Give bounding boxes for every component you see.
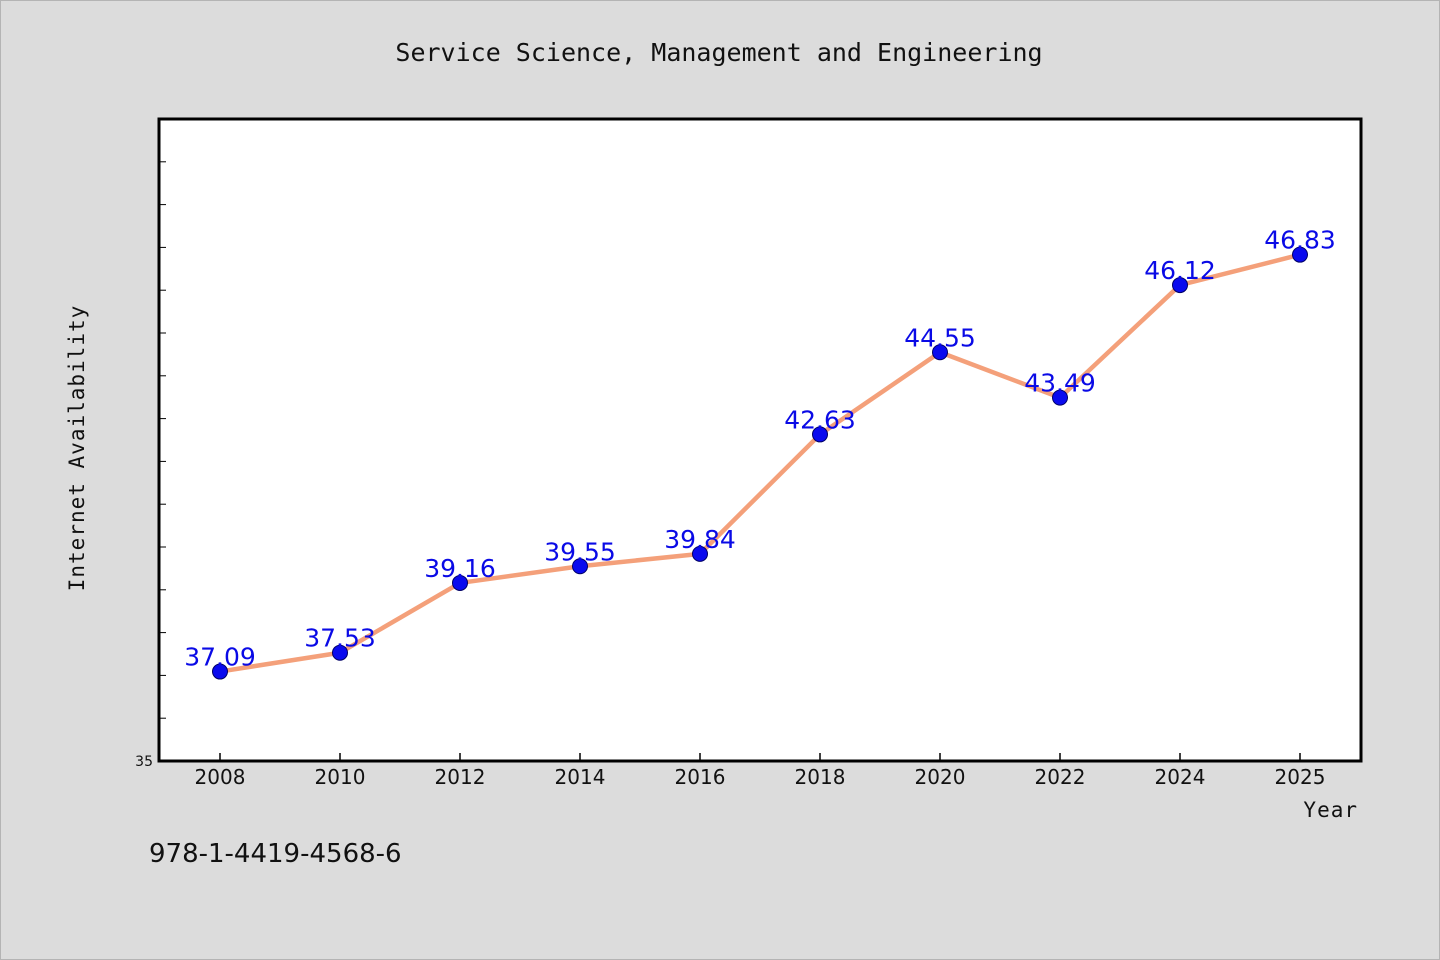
x-tick-label: 2020 — [915, 765, 966, 789]
x-axis-tick-labels: 2008 2010 2012 2014 2016 2018 2020 2022 2024 2025 — [195, 765, 1326, 789]
data-label-2008: 37.09 — [184, 643, 256, 672]
data-point-2008 — [212, 663, 228, 680]
plot-area — [157, 117, 1363, 763]
x-axis-title: Year — [1303, 798, 1358, 822]
x-tick-label: 2008 — [195, 765, 246, 789]
y-tick-label: 35 — [135, 754, 153, 770]
data-point-2024 — [1172, 277, 1188, 294]
x-tick-label: 2012 — [435, 765, 486, 789]
data-point-2020 — [932, 344, 948, 361]
isbn-footnote: 978-1-4419-4568-6 — [149, 839, 402, 869]
data-point-2014 — [572, 558, 588, 575]
x-tick-label: 2016 — [675, 765, 726, 789]
data-point-2025 — [1292, 246, 1308, 263]
x-tick-label: 2024 — [1155, 765, 1206, 789]
y-axis-title: Internet Availability — [65, 305, 89, 592]
series-line — [217, 252, 1303, 674]
x-tick-label: 2010 — [315, 765, 366, 789]
data-label-2014: 39.55 — [544, 537, 616, 566]
data-point-2016 — [692, 545, 708, 562]
data-label-2024: 46.12 — [1144, 256, 1216, 285]
y-axis-ticks — [159, 161, 166, 719]
data-label-2022: 43.49 — [1024, 369, 1096, 398]
data-label-2016: 39.84 — [664, 525, 736, 554]
data-label-2012: 39.16 — [424, 554, 496, 583]
x-tick-label: 2018 — [795, 765, 846, 789]
data-point-2018 — [812, 426, 828, 443]
chart-title: Service Science, Management and Engineer… — [395, 38, 1042, 67]
data-label-2010: 37.53 — [304, 624, 376, 653]
data-label-2020: 44.55 — [904, 323, 976, 352]
x-tick-label: 2014 — [555, 765, 606, 789]
x-tick-label: 2025 — [1275, 765, 1326, 789]
y-axis-tick-labels: 35 — [135, 754, 153, 770]
data-labels: 37.09 37.53 39.16 39.55 39.84 42.63 44.55 43.49… — [184, 226, 1336, 672]
data-point-2022 — [1052, 389, 1068, 406]
data-point-2010 — [332, 644, 348, 661]
x-axis-ticks — [219, 753, 1301, 761]
x-tick-label: 2022 — [1035, 765, 1086, 789]
data-points — [212, 246, 1308, 680]
data-label-2018: 42.63 — [784, 405, 856, 434]
data-label-2025: 46.83 — [1264, 226, 1336, 255]
data-point-2012 — [452, 574, 468, 591]
